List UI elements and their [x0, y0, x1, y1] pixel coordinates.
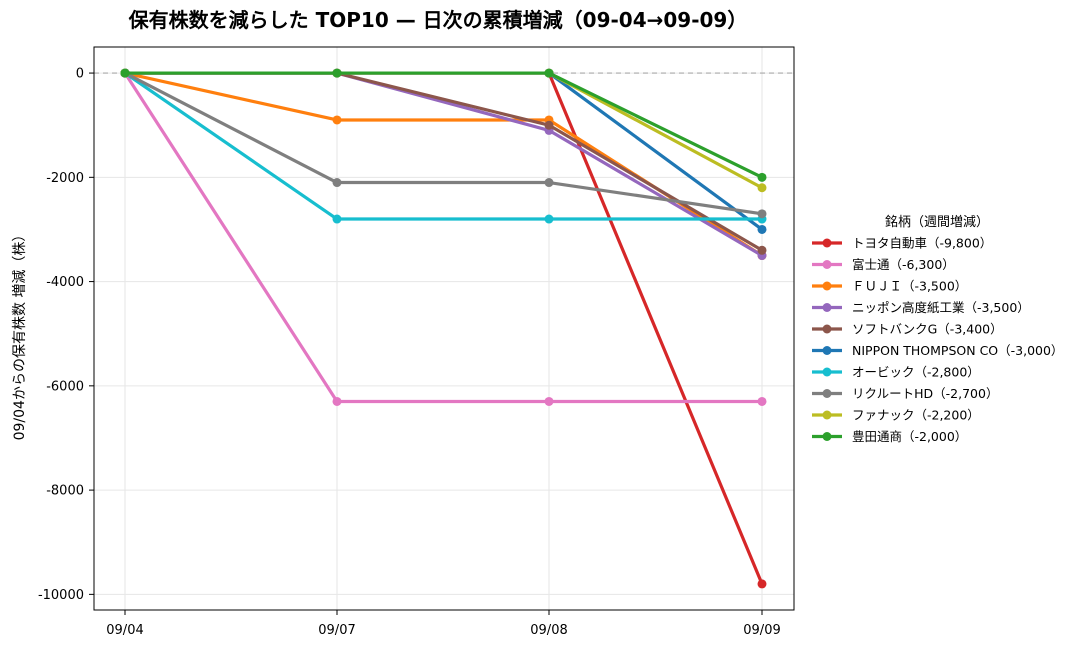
legend-entry-label: ファナック（-2,200）: [852, 408, 980, 423]
x-tick-label: 09/07: [318, 623, 355, 638]
series-group: [120, 68, 767, 589]
y-tick-label: 0: [76, 67, 84, 82]
y-tick-label: -4000: [46, 275, 84, 290]
legend-swatch-marker: [822, 432, 832, 441]
legend-entry-label: 豊田通商（-2,000）: [852, 429, 967, 444]
legend-entry-label: トヨタ自動車（-9,800）: [852, 236, 992, 251]
legend-swatch-marker: [822, 389, 832, 398]
series: [120, 68, 767, 589]
data-point: [757, 396, 767, 406]
legend-entry-label: ＦＵＪＩ（-3,500）: [852, 279, 967, 294]
y-tick-label: -2000: [46, 171, 84, 186]
legend-swatch-marker: [822, 324, 832, 334]
data-point: [544, 68, 554, 78]
data-point: [544, 178, 554, 188]
series-line: [123, 71, 764, 232]
legend-swatch-marker: [822, 410, 832, 420]
data-point: [332, 178, 342, 188]
data-point: [332, 214, 342, 224]
series-line: [123, 71, 764, 216]
data-point: [332, 68, 342, 78]
data-point: [544, 120, 554, 130]
legend-entry-label: オービック（-2,800）: [852, 365, 980, 380]
data-point: [757, 183, 767, 193]
series: [120, 68, 767, 261]
data-point: [757, 245, 767, 255]
legend-swatch-marker: [822, 238, 832, 248]
legend-entry-label: NIPPON THOMPSON CO（-3,000）: [852, 343, 1063, 358]
legend-entry-label: リクルートHD（-2,700）: [852, 386, 998, 401]
legend-swatch-marker: [822, 281, 832, 291]
series-line: [123, 71, 764, 221]
legend: 銘柄（週間増減） トヨタ自動車（-9,800） 富士通（-6,300） ＦＵＪＩ（-…: [812, 214, 1063, 444]
legend-swatch-marker: [822, 346, 832, 355]
data-point: [332, 115, 342, 125]
series-line: [123, 71, 764, 179]
data-point: [544, 396, 554, 406]
legend-entry-label: ソフトバンクG（-3,400）: [852, 322, 1003, 337]
y-tick-label: -8000: [46, 484, 84, 499]
x-tick-label: 09/04: [106, 623, 143, 638]
legend-swatch-marker: [822, 260, 832, 269]
chart-title: 保有株数を減らした TOP10 — 日次の累積増減（09-04→09-09）: [128, 8, 748, 32]
legend-swatch-marker: [822, 367, 832, 377]
legend-swatch-marker: [822, 303, 832, 312]
grid: [94, 47, 794, 610]
series: [120, 68, 767, 182]
data-point: [757, 579, 767, 589]
y-axis-label: 09/04からの保有株数 増減（株）: [11, 228, 28, 441]
x-tick-label: 09/08: [530, 623, 567, 638]
series-line: [123, 71, 764, 586]
data-point: [120, 68, 130, 78]
data-point: [757, 224, 767, 234]
plot-frame: [93, 46, 795, 611]
series-line: [123, 71, 764, 404]
legend-entry-label: ニッポン高度紙工業（-3,500）: [852, 300, 1030, 315]
data-point: [544, 214, 554, 224]
data-point: [332, 396, 342, 406]
legend-title: 銘柄（週間増減）: [885, 214, 989, 230]
legend-entry-label: 富士通（-6,300）: [852, 257, 955, 272]
y-tick-label: -10000: [38, 588, 84, 603]
series: [120, 68, 767, 261]
y-tick-label: -6000: [46, 379, 84, 394]
axis-ticks: 0 -2000 -4000 -6000 -8000 -10000 09/04 09/07 09/…: [38, 67, 781, 638]
data-point: [757, 209, 767, 219]
data-point: [757, 172, 767, 182]
x-tick-label: 09/09: [743, 623, 780, 638]
